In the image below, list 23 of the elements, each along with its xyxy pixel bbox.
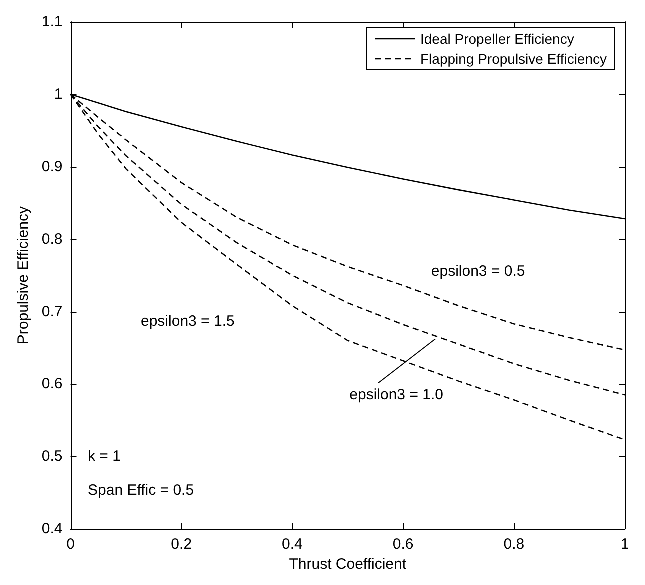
annotation: epsilon3 = 1.5: [141, 313, 235, 330]
y-tick-label: 0.5: [42, 448, 63, 466]
x-tick-label: 0.8: [504, 536, 525, 554]
annotation: epsilon3 = 0.5: [431, 263, 526, 280]
y-tick-label: 0.9: [42, 158, 63, 176]
annotation: k = 1: [88, 448, 121, 465]
x-tick-label: 1: [620, 536, 630, 554]
y-tick-label: 0.7: [42, 303, 63, 320]
legend-label: Ideal Propeller Efficiency: [420, 31, 574, 47]
x-tick-label: 0.2: [171, 536, 192, 554]
y-tick-label: 0.4: [42, 520, 63, 538]
x-tick-label: 0: [66, 536, 75, 554]
y-axis-title: Propulsive Efficiency: [15, 206, 32, 345]
y-tick-label: 0.6: [42, 376, 63, 393]
legend-label: Flapping Propulsive Efficiency: [420, 51, 608, 67]
annotation: Span Effic = 0.5: [88, 482, 194, 499]
y-tick-label: 1.1: [42, 14, 63, 30]
annotation: epsilon3 = 1.0: [350, 386, 444, 404]
y-tick-label: 1: [54, 86, 63, 103]
x-axis-title: Thrust Coefficient: [289, 556, 408, 573]
x-tick-label: 0.6: [392, 536, 414, 554]
x-tick-label: 0.4: [282, 536, 303, 554]
y-tick-label: 0.8: [42, 230, 63, 248]
